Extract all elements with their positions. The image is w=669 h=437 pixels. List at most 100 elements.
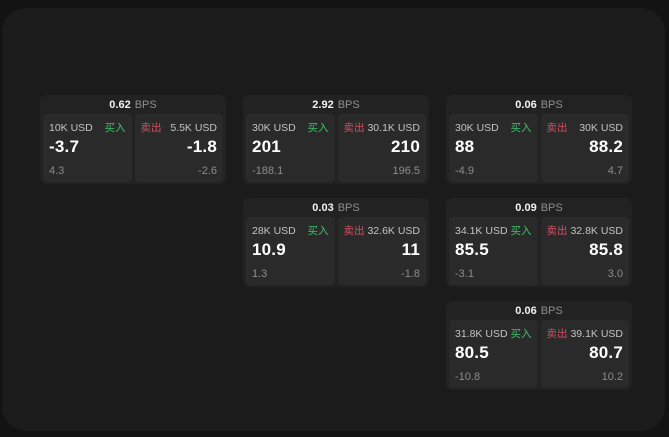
sell-label: 卖出: [546, 328, 568, 340]
quote-card: 0.06 BPS 31.8K USD 买入 80.5 -10.8 卖出 39.1…: [446, 301, 632, 390]
buy-price: 10.9: [252, 240, 286, 259]
sell-sub-value: 4.7: [607, 165, 623, 177]
sell-amount: 39.1K USD: [570, 327, 623, 340]
buy-amount: 31.8K USD: [455, 327, 508, 340]
buy-sub-value: -4.9: [455, 165, 474, 177]
sell-price: 80.7: [589, 343, 623, 362]
buy-amount: 30K USD: [455, 121, 499, 134]
sell-sub-value: 196.5: [392, 165, 420, 177]
buy-tile-top: 30K USD 买入: [252, 120, 329, 135]
sell-sub-value: 10.2: [601, 371, 623, 383]
bps-value: 2.92: [312, 99, 334, 111]
sell-sub-value: -2.6: [198, 165, 217, 177]
buy-sub-value: 1.3: [252, 268, 268, 280]
sell-tile-top: 卖出 32.8K USD: [547, 223, 624, 238]
sell-label: 卖出: [343, 122, 365, 134]
buy-tile[interactable]: 31.8K USD 买入 80.5 -10.8: [449, 320, 538, 388]
bps-unit: BPS: [337, 202, 360, 214]
sell-tile[interactable]: 卖出 32.6K USD 11 -1.8: [337, 217, 426, 285]
card-body: 28K USD 买入 10.9 1.3 卖出 32.6K USD 11 -1.8: [243, 217, 429, 285]
sell-tile-top: 卖出 39.1K USD: [547, 326, 624, 341]
sell-label: 卖出: [343, 225, 365, 237]
buy-label: 买入: [307, 225, 329, 237]
main-panel: 0.62 BPS 10K USD 买入 -3.7 4.3 卖出 5.5K USD…: [2, 8, 665, 431]
sell-sub-value: -1.8: [401, 268, 420, 280]
buy-tile[interactable]: 10K USD 买入 -3.7 4.3: [43, 114, 132, 182]
buy-label: 买入: [510, 328, 532, 340]
bps-unit: BPS: [540, 305, 563, 317]
buy-tile-top: 10K USD 买入: [49, 120, 126, 135]
sell-amount: 30K USD: [579, 121, 623, 134]
sell-price: 88.2: [589, 137, 623, 156]
card-header: 0.03 BPS: [243, 198, 429, 216]
sell-tile[interactable]: 卖出 32.8K USD 85.8 3.0: [540, 217, 629, 285]
bps-unit: BPS: [134, 99, 157, 111]
sell-price: 85.8: [589, 240, 623, 259]
sell-label: 卖出: [140, 122, 162, 134]
sell-tile[interactable]: 卖出 39.1K USD 80.7 10.2: [540, 320, 629, 388]
sell-price: 11: [401, 240, 420, 259]
buy-amount: 28K USD: [252, 224, 296, 237]
sell-tile[interactable]: 卖出 30.1K USD 210 196.5: [337, 114, 426, 182]
buy-sub-value: -10.8: [455, 371, 481, 383]
card-body: 30K USD 买入 88 -4.9 卖出 30K USD 88.2 4.7: [446, 114, 632, 182]
sell-amount: 32.8K USD: [570, 224, 623, 237]
sell-price: 210: [391, 137, 420, 156]
card-header: 0.06 BPS: [446, 301, 632, 319]
sell-amount: 32.6K USD: [367, 224, 420, 237]
buy-tile[interactable]: 28K USD 买入 10.9 1.3: [246, 217, 335, 285]
quote-card: 0.03 BPS 28K USD 买入 10.9 1.3 卖出 32.6K US…: [243, 198, 429, 287]
sell-amount: 30.1K USD: [367, 121, 420, 134]
sell-tile[interactable]: 卖出 5.5K USD -1.8 -2.6: [134, 114, 223, 182]
quote-card: 2.92 BPS 30K USD 买入 201 -188.1 卖出 30.1K …: [243, 95, 429, 184]
sell-amount: 5.5K USD: [170, 121, 217, 134]
buy-price: 85.5: [455, 240, 489, 259]
buy-label: 买入: [510, 225, 532, 237]
bps-unit: BPS: [540, 202, 563, 214]
buy-tile[interactable]: 34.1K USD 买入 85.5 -3.1: [449, 217, 538, 285]
sell-tile-top: 卖出 32.6K USD: [344, 223, 421, 238]
sell-tile-top: 卖出 30.1K USD: [344, 120, 421, 135]
buy-tile[interactable]: 30K USD 买入 201 -188.1: [246, 114, 335, 182]
buy-price: 88: [455, 137, 475, 156]
sell-sub-value: 3.0: [607, 268, 623, 280]
quote-card: 0.06 BPS 30K USD 买入 88 -4.9 卖出 30K USD 8…: [446, 95, 632, 184]
bps-unit: BPS: [337, 99, 360, 111]
buy-sub-value: 4.3: [49, 165, 65, 177]
buy-tile-top: 31.8K USD 买入: [455, 326, 532, 341]
bps-value: 0.09: [515, 202, 537, 214]
sell-tile-top: 卖出 30K USD: [547, 120, 624, 135]
buy-amount: 34.1K USD: [455, 224, 508, 237]
bps-value: 0.03: [312, 202, 334, 214]
sell-tile[interactable]: 卖出 30K USD 88.2 4.7: [540, 114, 629, 182]
card-header: 2.92 BPS: [243, 95, 429, 113]
buy-label: 买入: [307, 122, 329, 134]
bps-value: 0.06: [515, 305, 537, 317]
sell-tile-top: 卖出 5.5K USD: [141, 120, 218, 135]
buy-tile-top: 28K USD 买入: [252, 223, 329, 238]
card-body: 30K USD 买入 201 -188.1 卖出 30.1K USD 210 1…: [243, 114, 429, 182]
card-header: 0.62 BPS: [40, 95, 226, 113]
buy-label: 买入: [510, 122, 532, 134]
buy-price: -3.7: [49, 137, 80, 156]
sell-label: 卖出: [546, 225, 568, 237]
card-header: 0.06 BPS: [446, 95, 632, 113]
buy-amount: 30K USD: [252, 121, 296, 134]
buy-sub-value: -3.1: [455, 268, 474, 280]
buy-price: 80.5: [455, 343, 489, 362]
buy-tile-top: 30K USD 买入: [455, 120, 532, 135]
buy-tile-top: 34.1K USD 买入: [455, 223, 532, 238]
quote-card: 0.09 BPS 34.1K USD 买入 85.5 -3.1 卖出 32.8K…: [446, 198, 632, 287]
buy-price: 201: [252, 137, 281, 156]
sell-price: -1.8: [186, 137, 217, 156]
bps-value: 0.62: [109, 99, 131, 111]
bps-value: 0.06: [515, 99, 537, 111]
buy-tile[interactable]: 30K USD 买入 88 -4.9: [449, 114, 538, 182]
bps-unit: BPS: [540, 99, 563, 111]
buy-amount: 10K USD: [49, 121, 93, 134]
card-body: 34.1K USD 买入 85.5 -3.1 卖出 32.8K USD 85.8…: [446, 217, 632, 285]
buy-label: 买入: [104, 122, 126, 134]
card-body: 31.8K USD 买入 80.5 -10.8 卖出 39.1K USD 80.…: [446, 320, 632, 388]
quote-card: 0.62 BPS 10K USD 买入 -3.7 4.3 卖出 5.5K USD…: [40, 95, 226, 184]
